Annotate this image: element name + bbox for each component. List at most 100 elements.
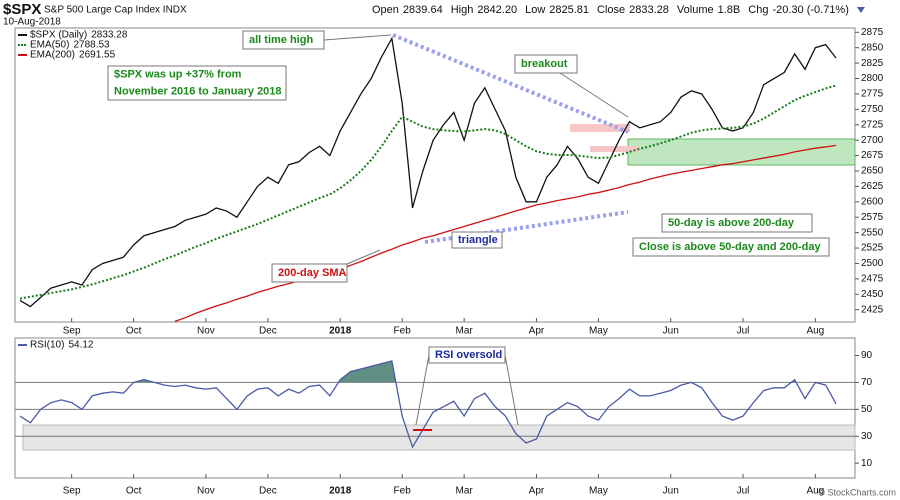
legend-name: EMA(200): [30, 50, 75, 61]
y-tick-label: 10: [861, 458, 873, 469]
annotation-text: breakout: [521, 58, 568, 70]
x-tick-label: Jul: [737, 486, 750, 497]
y-tick-label: 2775: [861, 89, 884, 100]
quote-label: Chg: [748, 4, 768, 16]
legend-name: RSI(10): [30, 340, 64, 351]
oversold-band: [22, 424, 856, 451]
y-tick-label: 30: [861, 431, 873, 442]
annotation-box: [451, 231, 503, 249]
down-arrow: [856, 7, 865, 13]
support-zone: [627, 138, 856, 166]
resistance-zone: [570, 124, 630, 132]
quote-label: Volume: [677, 4, 714, 16]
quote-value: 2839.64: [403, 4, 443, 16]
annotation-arrow: [504, 354, 519, 426]
y-tick-label: 2825: [861, 58, 884, 69]
annotation-arrow: [346, 249, 381, 265]
x-tick-label: Sep: [63, 486, 81, 497]
security-name: S&P 500 Large Cap Index INDX: [44, 5, 187, 16]
symbol: $SPX: [3, 1, 41, 18]
x-tick-label: Oct: [126, 326, 142, 337]
watermark: © StockCharts.com: [818, 487, 896, 497]
annotation-text: November 2016 to January 2018: [114, 85, 282, 97]
y-tick-label: 2450: [861, 289, 884, 300]
series-line: [19, 84, 837, 300]
y-tick-label: 2700: [861, 135, 884, 146]
legend-value: 54.12: [68, 340, 93, 351]
y-tick-label: 2425: [861, 304, 884, 315]
y-tick-label: 2800: [861, 73, 884, 84]
x-tick-label: Nov: [197, 326, 215, 337]
x-tick-label: Feb: [394, 486, 412, 497]
annotation-text: 200-day SMA: [278, 267, 347, 279]
date: 10-Aug-2018: [3, 17, 61, 28]
y-tick-label: 2675: [861, 150, 884, 161]
y-tick-label: 2575: [861, 212, 884, 223]
y-tick-label: 2600: [861, 196, 884, 207]
series-line: [174, 144, 837, 322]
annotation-box: [107, 65, 287, 101]
quote-label: Open: [372, 4, 399, 16]
legend-value: 2691.55: [79, 50, 116, 61]
y-tick-label: 2525: [861, 243, 884, 254]
quote-label: Low: [525, 4, 545, 16]
annotation-arrow: [415, 354, 430, 426]
quote-value: 1.8B: [718, 4, 741, 16]
x-tick-label: Aug: [806, 486, 824, 497]
quote-value: -20.30 (-0.71%): [772, 4, 848, 16]
y-tick-label: 2725: [861, 119, 884, 130]
y-tick-label: 2875: [861, 27, 884, 38]
series-line: [19, 360, 837, 449]
annotation-text: all time high: [249, 34, 313, 46]
y-tick-label: 2475: [861, 273, 884, 284]
y-tick-label: 2750: [861, 104, 884, 115]
x-tick-label: Apr: [529, 486, 545, 497]
triangle-line: [424, 210, 629, 244]
annotation-text: 50-day is above 200-day: [668, 217, 795, 229]
x-tick-label: Jun: [663, 486, 679, 497]
annotation-arrow: [323, 34, 392, 41]
triangle-line: [392, 33, 629, 134]
annotation-arrow: [559, 72, 629, 118]
y-tick-label: 2550: [861, 227, 884, 238]
legend-value: 2833.28: [91, 30, 128, 41]
y-tick-label: 70: [861, 377, 873, 388]
annotation-text: Close is above 50-day and 200-day: [639, 241, 821, 253]
x-tick-label: Apr: [529, 326, 545, 337]
quote-label: Close: [597, 4, 625, 16]
x-tick-label: Aug: [806, 326, 824, 337]
x-tick-label: Dec: [259, 326, 277, 337]
x-tick-label: Jul: [737, 326, 750, 337]
y-tick-label: 2500: [861, 258, 884, 269]
annotation-box: [661, 213, 813, 233]
annotation-text: $SPX was up +37% from: [114, 68, 242, 80]
annotation-text: triangle: [458, 234, 498, 246]
legend-name: EMA(50): [30, 40, 69, 51]
x-tick-label: Dec: [259, 486, 277, 497]
x-tick-label: Mar: [456, 326, 474, 337]
quote-value: 2825.81: [549, 4, 589, 16]
x-tick-label: 2018: [329, 486, 352, 497]
x-tick-label: Feb: [394, 326, 412, 337]
annotation-box: [428, 346, 506, 364]
y-tick-label: 90: [861, 350, 873, 361]
annotation-box: [242, 30, 325, 50]
x-tick-label: May: [589, 326, 608, 337]
quote-value: 2833.28: [629, 4, 669, 16]
x-tick-label: Sep: [63, 326, 81, 337]
annotation-box: [632, 237, 830, 257]
y-tick-label: 50: [861, 404, 873, 415]
x-tick-label: Oct: [126, 486, 142, 497]
legend-value: 2788.53: [73, 40, 110, 51]
x-tick-label: Mar: [456, 486, 474, 497]
x-tick-label: Jun: [663, 326, 679, 337]
y-tick-label: 2625: [861, 181, 884, 192]
annotation-text: RSI oversold: [435, 349, 502, 361]
x-tick-label: 2018: [329, 326, 352, 337]
legend-name: $SPX (Daily): [30, 30, 87, 41]
x-tick-label: May: [589, 486, 608, 497]
quote-label: High: [451, 4, 474, 16]
series-line: [19, 36, 837, 308]
